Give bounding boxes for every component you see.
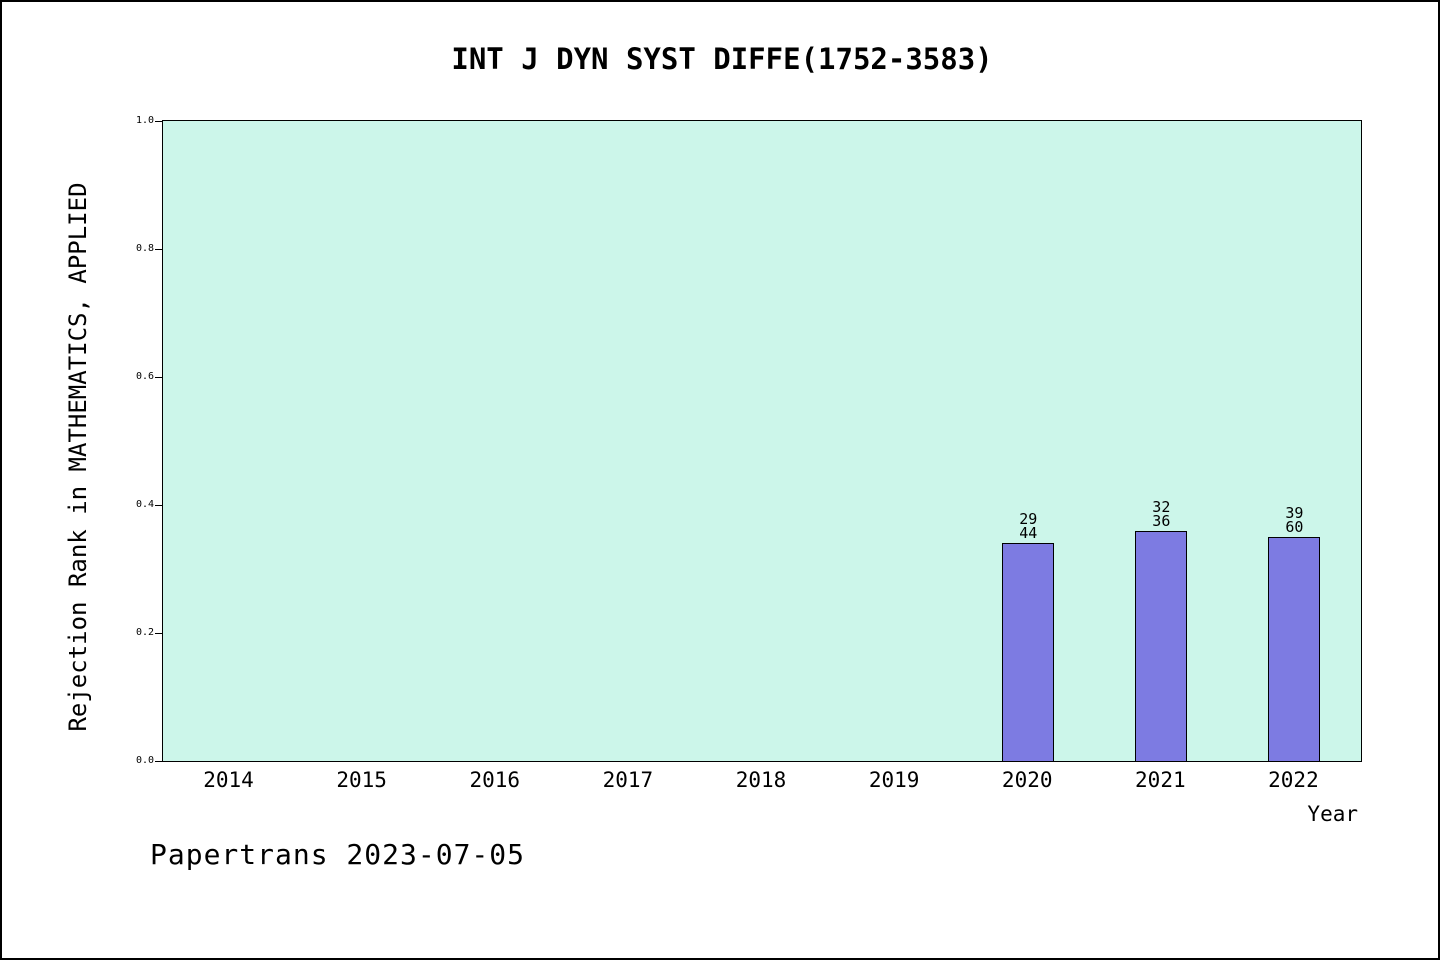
chart-title: INT J DYN SYST DIFFE(1752-3583)	[451, 42, 993, 76]
x-tick-label: 2021	[1135, 768, 1186, 792]
x-tick-label: 2015	[336, 768, 387, 792]
plot-area: 29 44 32 36 39 60	[162, 120, 1362, 762]
bar-value-label-2022: 39 60	[1285, 504, 1304, 536]
y-axis-label: Rejection Rank in MATHEMATICS, APPLIED	[64, 182, 92, 732]
x-tick-label: 2018	[735, 768, 787, 792]
x-tick-label: 2017	[602, 768, 654, 792]
x-tick-label: 2014	[203, 768, 254, 792]
x-tick-label: 2016	[469, 768, 521, 792]
y-tick-label: 1.0	[135, 115, 154, 126]
x-tick-label: 2022	[1268, 768, 1319, 792]
y-tick-label: 0.2	[135, 627, 154, 638]
y-tick-label: 0.4	[135, 499, 154, 510]
bar-2020	[1002, 543, 1055, 761]
y-tick-mark	[155, 633, 162, 634]
x-tick-label: 2020	[1001, 768, 1053, 792]
footer-credit: Papertrans 2023-07-05	[150, 838, 526, 871]
y-tick-mark	[155, 505, 162, 506]
bar-value-label-2021: 32 36	[1152, 497, 1171, 530]
y-tick-label: 0.6	[135, 371, 154, 382]
x-axis-ticks: 2014 2015 2016 2017 2018 2019 2020 2021 2022	[162, 768, 1362, 800]
x-axis-label: Year	[1307, 802, 1358, 826]
y-tick-mark	[155, 121, 162, 122]
y-tick-mark	[155, 761, 162, 762]
y-tick-mark	[155, 377, 162, 378]
bar-2021	[1135, 530, 1188, 761]
x-tick-label: 2019	[868, 768, 920, 792]
y-tick-label: 0.0	[135, 755, 154, 766]
bar-value-label-2020: 29 44	[1019, 510, 1038, 543]
y-tick-label: 0.8	[135, 243, 154, 254]
bar-2022	[1268, 537, 1321, 761]
y-tick-mark	[155, 249, 162, 250]
